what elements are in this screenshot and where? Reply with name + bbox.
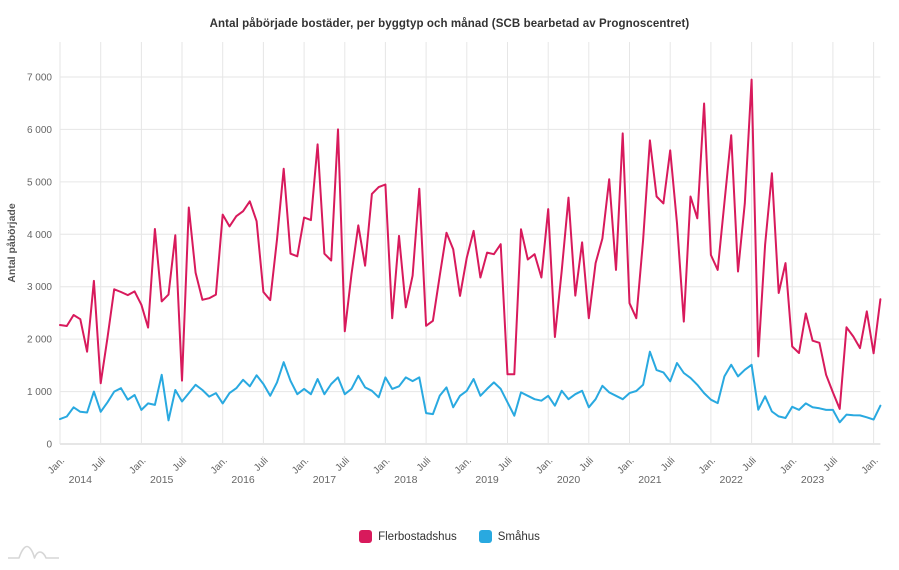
x-tick-label: Jan. [860,455,881,476]
x-tick-label: Juli [578,455,596,473]
x-tick-label: Jan. [778,455,799,476]
series-flerbostadshus-line[interactable] [59,78,882,410]
series-sm-hus-line[interactable] [59,350,882,424]
x-year-label: 2016 [231,474,255,486]
y-tick-label: 2 000 [27,335,52,346]
x-tick-label: Juli [740,455,758,473]
x-year-label: 2020 [557,474,581,486]
x-tick-label: Juli [171,455,189,473]
legend-swatch-smahus [478,530,492,543]
x-year-label: 2022 [720,474,744,486]
x-tick-label: Juli [252,455,270,473]
x-year-label: 2019 [475,474,499,486]
x-year-label: 2023 [801,474,825,486]
x-tick-label: Juli [822,455,840,473]
x-tick-label: Juli [89,455,107,473]
x-year-label: 2021 [638,474,662,486]
x-year-label: 2014 [69,474,93,486]
x-tick-label: Juli [659,455,677,473]
x-tick-label: Jan. [127,455,148,476]
x-tick-label: Juli [415,455,433,473]
legend-label-flerbostadshus: Flerbostadshus [378,530,457,543]
x-year-label: 2017 [313,474,337,486]
y-tick-label: 0 [46,440,52,451]
y-tick-label: 7 000 [27,73,52,84]
x-tick-label: Jan. [209,455,230,476]
mountain-logo-path [8,545,59,559]
y-tick-label: 1 000 [27,387,52,398]
legend: Flerbostadshus Småhus [0,530,899,543]
x-tick-label: Jan. [290,455,311,476]
chart-title: Antal påbörjade bostäder, per byggtyp oc… [209,18,690,30]
y-tick-label: 3 000 [27,282,52,293]
x-tick-label: Jan. [46,455,67,476]
legend-swatch-flerbostadshus [359,530,373,543]
x-tick-label: Jan. [697,455,718,476]
x-year-label: 2015 [150,474,174,486]
x-tick-label: Jan. [371,455,392,476]
x-tick-label: Jan. [534,455,555,476]
legend-label-smahus: Småhus [497,530,540,543]
x-year-label: 2018 [394,474,418,486]
y-axis-title: Antal påbörjade [6,203,18,283]
line-chart-svg: 0 1 000 2 000 3 000 4 000 5 000 6 000 7 000 Jan.… [6,42,882,486]
y-tick-label: 6 000 [27,125,52,136]
legend-item-smahus[interactable]: Småhus [478,530,540,543]
x-tick-label: Jan. [615,455,636,476]
y-tick-label: 5 000 [27,177,52,188]
x-tick-label: Juli [334,455,352,473]
x-tick-label: Jan. [453,455,474,476]
prognoscentret-logo [8,545,59,559]
legend-item-flerbostadshus[interactable]: Flerbostadshus [359,530,457,543]
y-tick-label: 4 000 [27,230,52,241]
x-tick-label: Juli [496,455,514,473]
